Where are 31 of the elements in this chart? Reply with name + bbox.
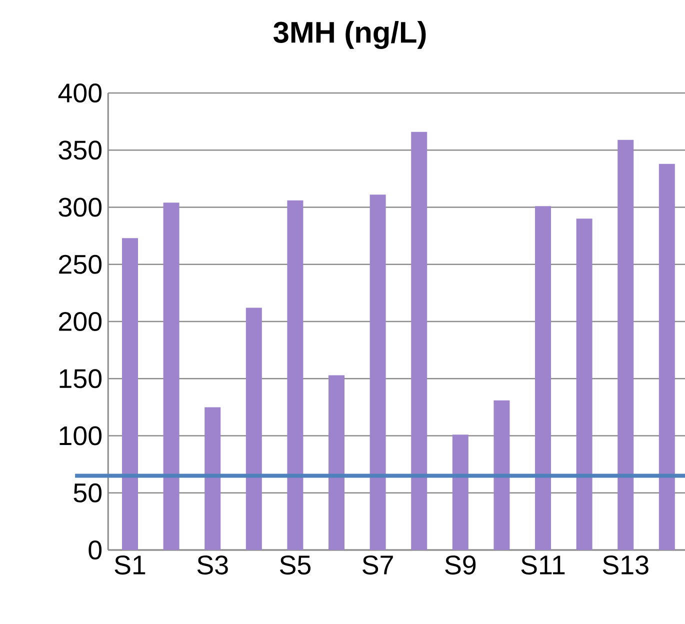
bar <box>163 202 180 550</box>
bar <box>122 238 138 550</box>
bar <box>452 434 468 550</box>
bar <box>411 132 428 550</box>
bar <box>370 194 386 550</box>
x-tick-label: S13 <box>602 556 648 575</box>
x-tick-label: S5 <box>280 556 311 575</box>
x-tick-label: S11 <box>521 556 565 575</box>
y-tick-label: 350 <box>58 140 102 160</box>
bar <box>204 407 221 550</box>
bar <box>328 375 345 550</box>
y-tick-label: 300 <box>58 198 102 217</box>
y-tick-label: 250 <box>59 254 102 274</box>
bar <box>246 308 262 550</box>
bar <box>576 218 592 550</box>
bar <box>658 164 675 550</box>
y-tick-label: 400 <box>58 83 102 103</box>
x-tick-label: S3 <box>197 556 228 575</box>
chart-title: 3MH (ng/L) <box>273 21 426 49</box>
y-tick-label: 0 <box>88 540 102 560</box>
x-tick-label: S7 <box>362 556 393 575</box>
bar <box>494 400 510 550</box>
x-tick-label: S9 <box>445 556 476 575</box>
x-tick-label: S1 <box>114 556 146 575</box>
y-tick-label: 200 <box>59 312 102 332</box>
y-tick-label: 100 <box>60 426 102 446</box>
bar <box>287 200 304 550</box>
bar <box>535 206 552 550</box>
y-tick-label: 50 <box>74 483 102 502</box>
bar <box>618 140 634 550</box>
y-tick-label: 150 <box>60 369 102 388</box>
